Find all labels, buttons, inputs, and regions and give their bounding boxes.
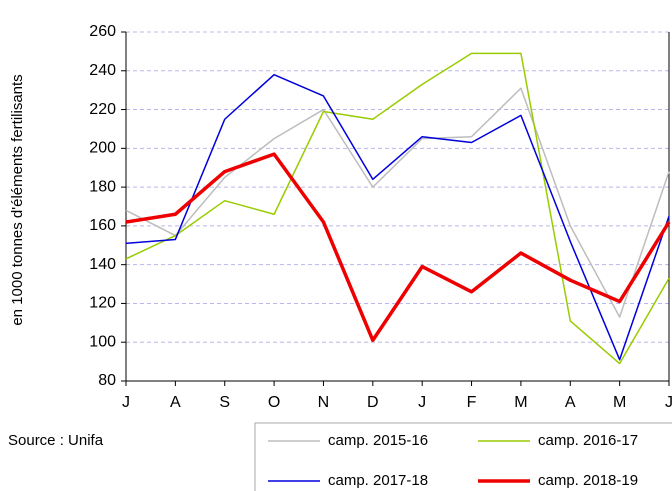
y-tick-label: 260 — [89, 23, 116, 40]
x-tick-label: S — [219, 394, 230, 411]
y-tick-label: 240 — [89, 62, 116, 79]
series-line — [125, 87, 670, 318]
x-tick-label: J — [122, 394, 130, 411]
y-tick-label: 180 — [89, 178, 116, 195]
y-tick-label: 120 — [89, 295, 116, 312]
y-tick-label: 160 — [89, 217, 116, 234]
x-tick-label: M — [514, 394, 527, 411]
y-tick-label: 100 — [89, 333, 116, 350]
x-tick-label: M — [613, 394, 626, 411]
x-tick-label: D — [367, 394, 379, 411]
legend-box — [254, 422, 672, 491]
x-tick-label: A — [170, 394, 181, 411]
x-tick-label: O — [268, 394, 280, 411]
x-tick-label: J — [418, 394, 426, 411]
source: Source : Unifa — [8, 432, 104, 449]
legend-label: camp. 2018-19 — [538, 472, 638, 489]
x-tick-label: F — [467, 394, 477, 411]
series-line — [125, 73, 670, 361]
x-tick-label: A — [565, 394, 576, 411]
legend-label: camp. 2017-18 — [328, 472, 428, 489]
series-line — [125, 52, 670, 365]
y-tick-label: 140 — [89, 256, 116, 273]
y-tick-label: 80 — [98, 372, 116, 389]
x-tick-label: J — [665, 394, 672, 411]
legend-label: camp. 2016-17 — [538, 432, 638, 449]
y-tick-label: 220 — [89, 101, 116, 118]
x-tick-label: N — [318, 394, 330, 411]
y-axis-label: en 1000 tonnes d'éléments fertilisants — [9, 74, 26, 325]
y-tick-label: 200 — [89, 140, 116, 157]
legend-label: camp. 2015-16 — [328, 432, 428, 449]
series-line — [125, 152, 671, 343]
